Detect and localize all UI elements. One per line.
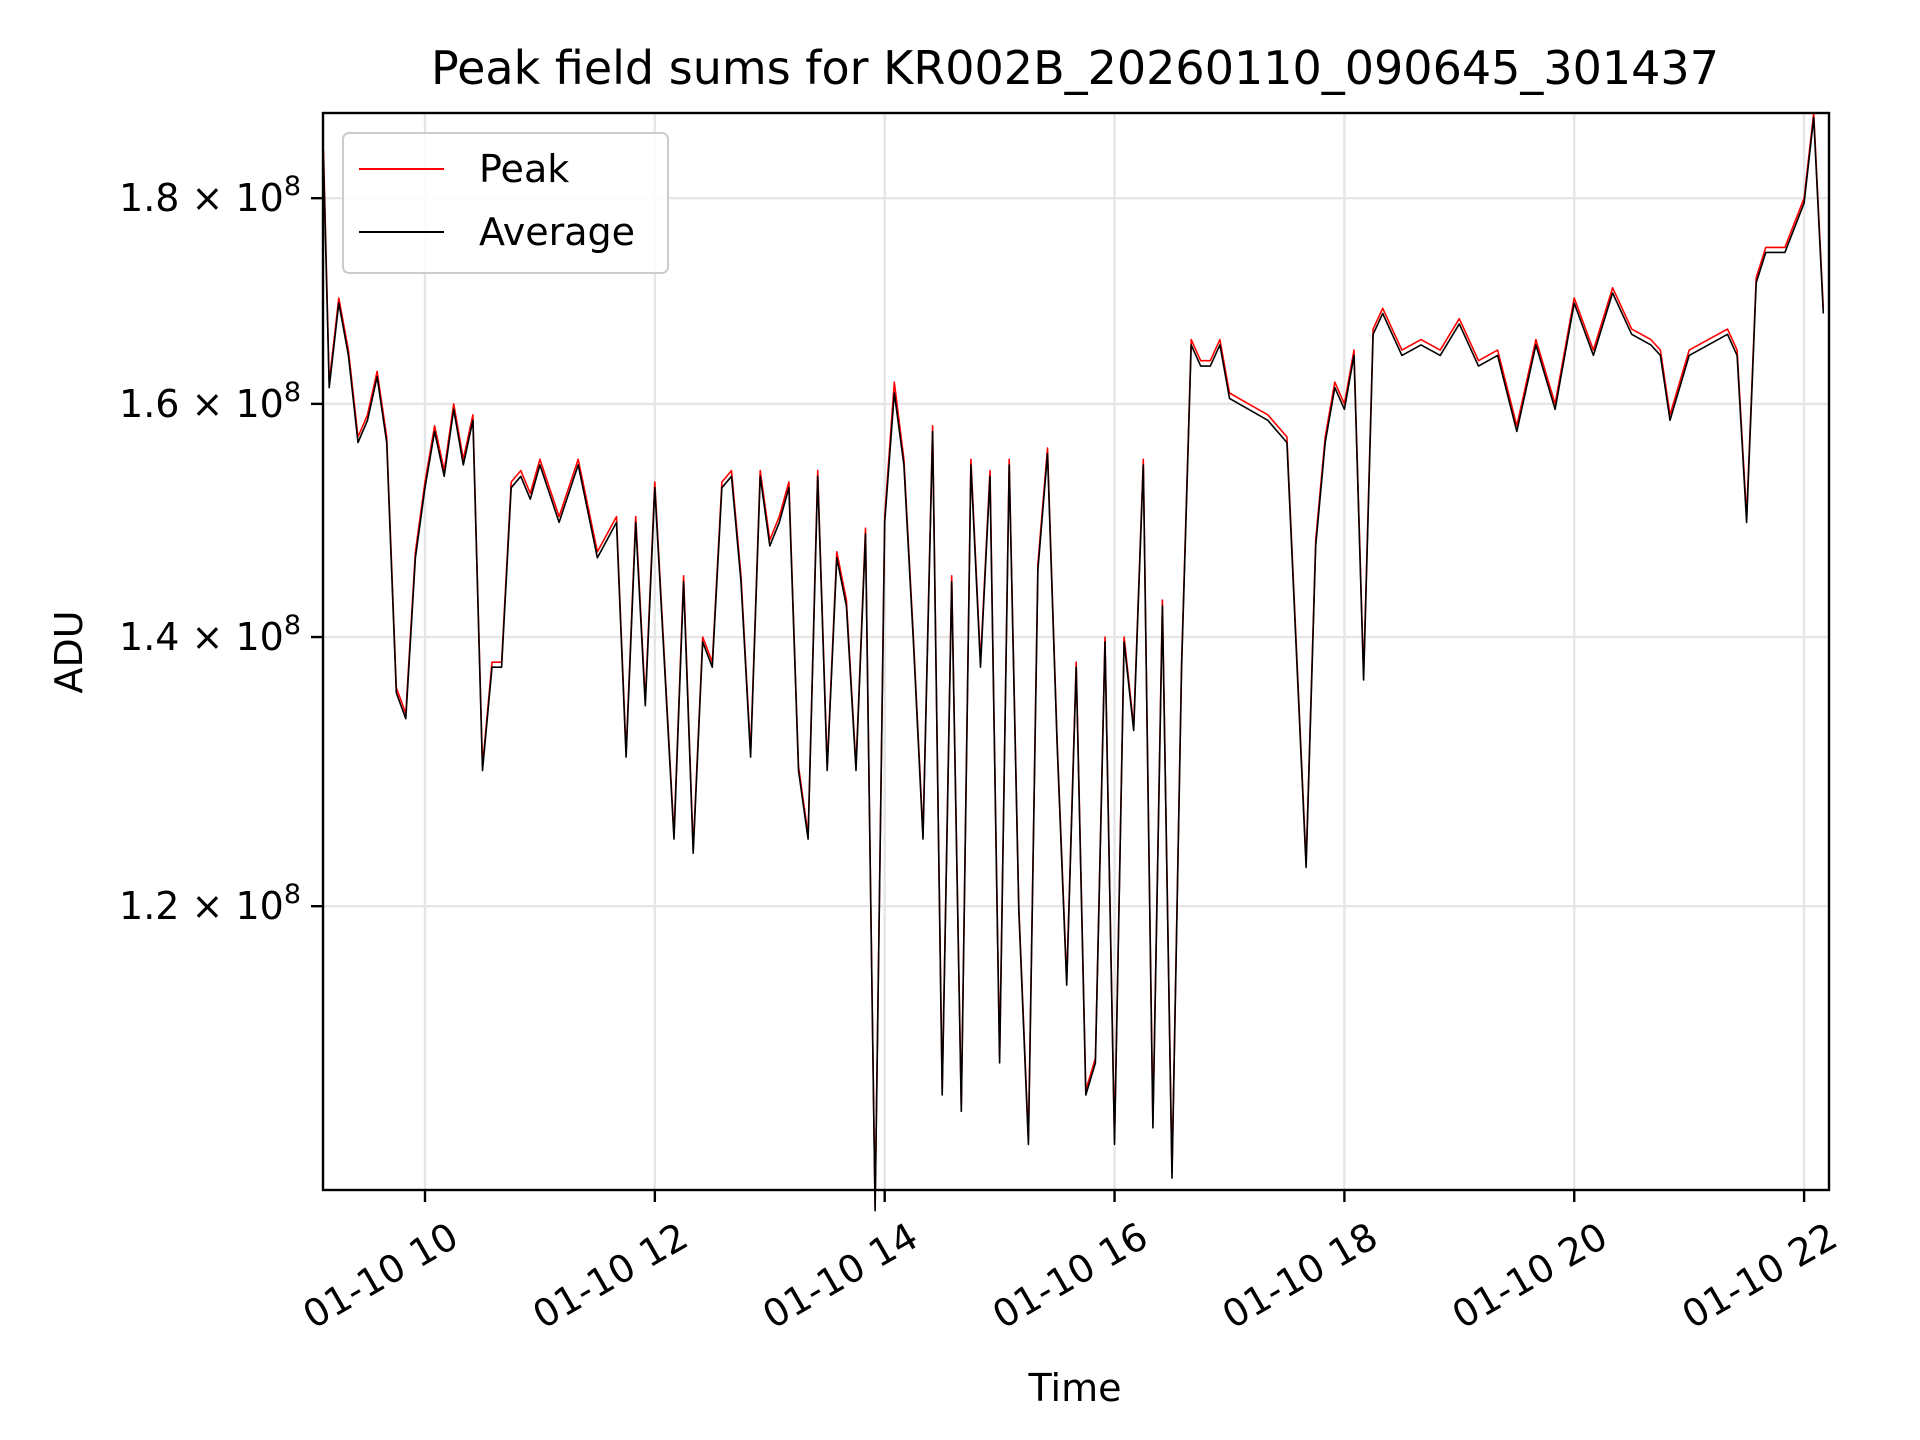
average-series-line	[322, 116, 1825, 1212]
x-axis-label: Time	[1028, 1366, 1122, 1410]
legend: Peak Average	[342, 132, 669, 274]
y-axis-label: ADU	[47, 610, 91, 693]
plot-frame	[321, 111, 1831, 1192]
y-tick-label: 1.8 × 108	[119, 171, 301, 220]
y-tick-label: 1.4 × 108	[119, 610, 301, 659]
y-tick-label: 1.6 × 108	[119, 377, 301, 426]
legend-label-peak: Peak	[479, 147, 569, 191]
plot-lines	[322, 112, 1825, 1212]
legend-label-average: Average	[479, 210, 635, 254]
y-axis: 1.2 × 108 1.4 × 108 1.6 × 108 1.8 × 108	[119, 171, 323, 928]
chart-title: Peak field sums for KR002B_20260110_0906…	[431, 41, 1719, 95]
y-tick-label: 1.2 × 108	[119, 879, 301, 928]
peak-series-line	[322, 112, 1825, 1208]
